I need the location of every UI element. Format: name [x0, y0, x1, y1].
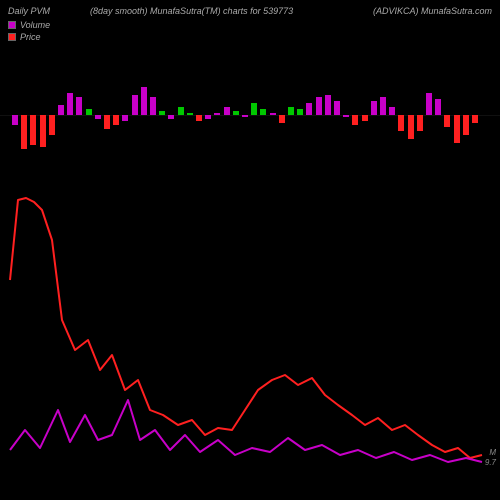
axis-label-m: M: [489, 448, 496, 457]
volume-bar: [86, 109, 92, 115]
volume-baseline: [0, 115, 500, 116]
volume-bar: [398, 115, 404, 131]
price-panel: M 9.7: [0, 180, 500, 490]
volume-bar: [76, 97, 82, 115]
volume-bar: [334, 101, 340, 115]
volume-bar: [113, 115, 119, 125]
volume-bar: [40, 115, 46, 147]
volume-bar: [242, 115, 248, 117]
volume-bar: [472, 115, 478, 123]
volume-bar: [21, 115, 27, 149]
chart-header: Daily PVM (8day smooth) MunafaSutra(TM) …: [8, 6, 492, 20]
legend-item-volume: Volume: [8, 20, 50, 30]
volume-bar: [178, 107, 184, 115]
volume-bar: [141, 87, 147, 115]
volume-bar: [67, 93, 73, 115]
volume-bar: [132, 95, 138, 115]
chart-legend: Volume Price: [8, 20, 50, 44]
volume-bar: [454, 115, 460, 143]
header-title: Daily PVM: [8, 6, 50, 20]
volume-bar: [159, 111, 165, 115]
volume-bar: [371, 101, 377, 115]
volume-bar: [362, 115, 368, 121]
legend-label: Volume: [20, 20, 50, 30]
volume-bar: [325, 95, 331, 115]
volume-bar: [316, 97, 322, 115]
volume-bar: [150, 97, 156, 115]
volume-bar: [122, 115, 128, 121]
volume-bar: [444, 115, 450, 127]
volume-bar: [343, 115, 349, 117]
price-chart-svg: [0, 180, 500, 490]
volume-bar: [408, 115, 414, 139]
legend-swatch-icon: [8, 33, 16, 41]
volume-bar: [288, 107, 294, 115]
series-price: [10, 198, 482, 458]
volume-bar: [435, 99, 441, 115]
header-source: (ADVIKCA) MunafaSutra.com: [373, 6, 492, 20]
volume-bar: [389, 107, 395, 115]
volume-bar: [104, 115, 110, 129]
volume-bar: [95, 115, 101, 119]
legend-swatch-icon: [8, 21, 16, 29]
volume-bar: [279, 115, 285, 123]
volume-bar: [12, 115, 18, 125]
volume-bar: [417, 115, 423, 131]
volume-bar: [260, 109, 266, 115]
legend-label: Price: [20, 32, 41, 42]
volume-panel: [0, 70, 500, 160]
volume-bar: [251, 103, 257, 115]
volume-bar: [426, 93, 432, 115]
volume-bar: [168, 115, 174, 119]
volume-bar: [49, 115, 55, 135]
volume-bar: [58, 105, 64, 115]
volume-bar: [224, 107, 230, 115]
header-subtitle: (8day smooth) MunafaSutra(TM) charts for…: [50, 6, 373, 20]
volume-bar: [233, 111, 239, 115]
volume-bar: [380, 97, 386, 115]
volume-bar: [205, 115, 211, 119]
volume-bar: [270, 113, 276, 115]
volume-bar: [306, 103, 312, 115]
volume-bar: [196, 115, 202, 121]
volume-bar: [297, 109, 303, 115]
axis-label-val: 9.7: [485, 458, 496, 467]
volume-bar: [352, 115, 358, 125]
volume-bar: [187, 113, 193, 115]
volume-bar: [463, 115, 469, 135]
volume-bar: [30, 115, 36, 145]
legend-item-price: Price: [8, 32, 50, 42]
volume-bar: [214, 113, 220, 115]
